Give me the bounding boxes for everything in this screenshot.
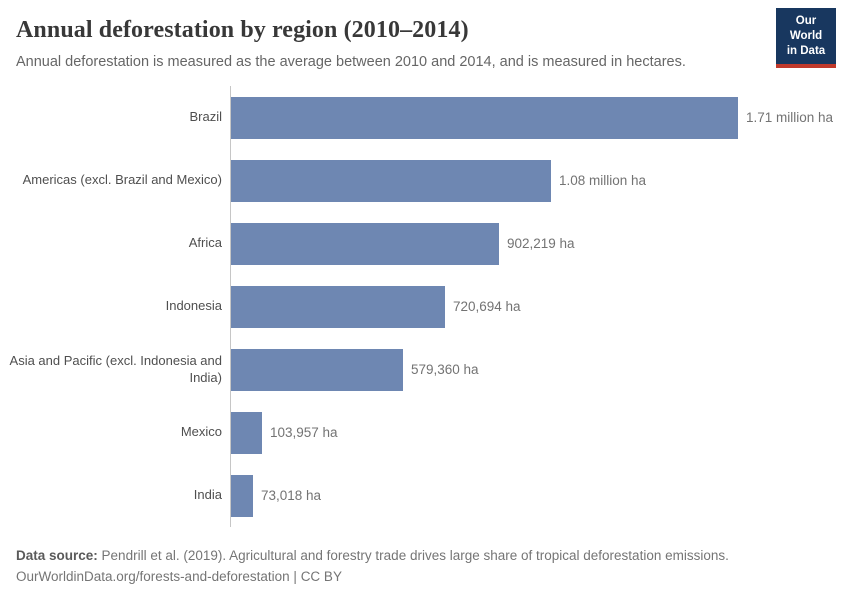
bar-label: India <box>193 487 222 503</box>
chart-title: Annual deforestation by region (2010–201… <box>16 17 469 43</box>
bar[interactable] <box>231 285 445 328</box>
bar-value-label: 1.08 million ha <box>559 173 647 189</box>
owid-logo-line2: in Data <box>786 44 826 57</box>
bar[interactable] <box>231 222 499 265</box>
bar-track: 1.71 million ha <box>230 96 850 139</box>
owid-logo[interactable]: Our World in Data <box>776 8 836 68</box>
chart-footer: Data source: Pendrill et al. (2019). Agr… <box>16 547 834 586</box>
chart-header: Annual deforestation by region (2010–201… <box>0 0 850 71</box>
bar[interactable] <box>231 411 262 454</box>
bar-track: 579,360 ha <box>230 348 850 391</box>
bar-track: 902,219 ha <box>230 222 850 265</box>
bar-label: Africa <box>188 235 222 251</box>
bar-track: 720,694 ha <box>230 285 850 328</box>
bar-track: 103,957 ha <box>230 411 850 454</box>
bar-value-label: 73,018 ha <box>261 488 322 504</box>
bar[interactable] <box>231 474 253 517</box>
data-source-text: Pendrill et al. (2019). Agricultural and… <box>101 547 729 563</box>
bar-value-label: 103,957 ha <box>270 425 338 441</box>
bar[interactable] <box>231 96 738 139</box>
chart-subtitle: Annual deforestation is measured as the … <box>16 54 686 70</box>
license-line: OurWorldinData.org/forests-and-deforesta… <box>16 568 834 586</box>
bar-value-label: 579,360 ha <box>411 362 479 378</box>
bar-label: Americas (excl. Brazil and Mexico) <box>22 172 222 188</box>
bar-track: 73,018 ha <box>230 474 850 517</box>
bar-label: Asia and Pacific (excl. Indonesia and In… <box>9 352 222 385</box>
bar-label: Indonesia <box>165 298 222 314</box>
bar-row: Brazil 1.71 million ha <box>0 86 850 149</box>
data-source-line: Data source: Pendrill et al. (2019). Agr… <box>16 547 834 565</box>
bar-value-label: 902,219 ha <box>507 236 575 252</box>
bar[interactable] <box>231 159 551 202</box>
bar-row: Americas (excl. Brazil and Mexico) 1.08 … <box>0 149 850 212</box>
plot-area: Brazil 1.71 million ha Americas (excl. B… <box>0 86 850 528</box>
bar-row: Asia and Pacific (excl. Indonesia and In… <box>0 338 850 401</box>
bar-value-label: 1.71 million ha <box>746 110 834 126</box>
owid-logo-accent-bar <box>776 63 836 68</box>
bar-value-label: 720,694 ha <box>453 299 521 315</box>
bar[interactable] <box>231 348 403 391</box>
owid-logo-line1: Our World <box>789 15 823 42</box>
owid-logo-text: Our World in Data <box>776 8 836 64</box>
bar-row: Mexico 103,957 ha <box>0 401 850 464</box>
data-source-label: Data source: <box>16 547 98 563</box>
bar-row: Indonesia 720,694 ha <box>0 275 850 338</box>
bar-label: Brazil <box>189 109 222 125</box>
bar-track: 1.08 million ha <box>230 159 850 202</box>
footer-license: CC BY <box>300 569 342 585</box>
bar-row: India 73,018 ha <box>0 464 850 527</box>
bar-row: Africa 902,219 ha <box>0 212 850 275</box>
bar-label: Mexico <box>180 424 222 440</box>
footer-separator: | <box>293 569 297 585</box>
owid-url-link[interactable]: OurWorldinData.org/forests-and-deforesta… <box>16 569 290 585</box>
